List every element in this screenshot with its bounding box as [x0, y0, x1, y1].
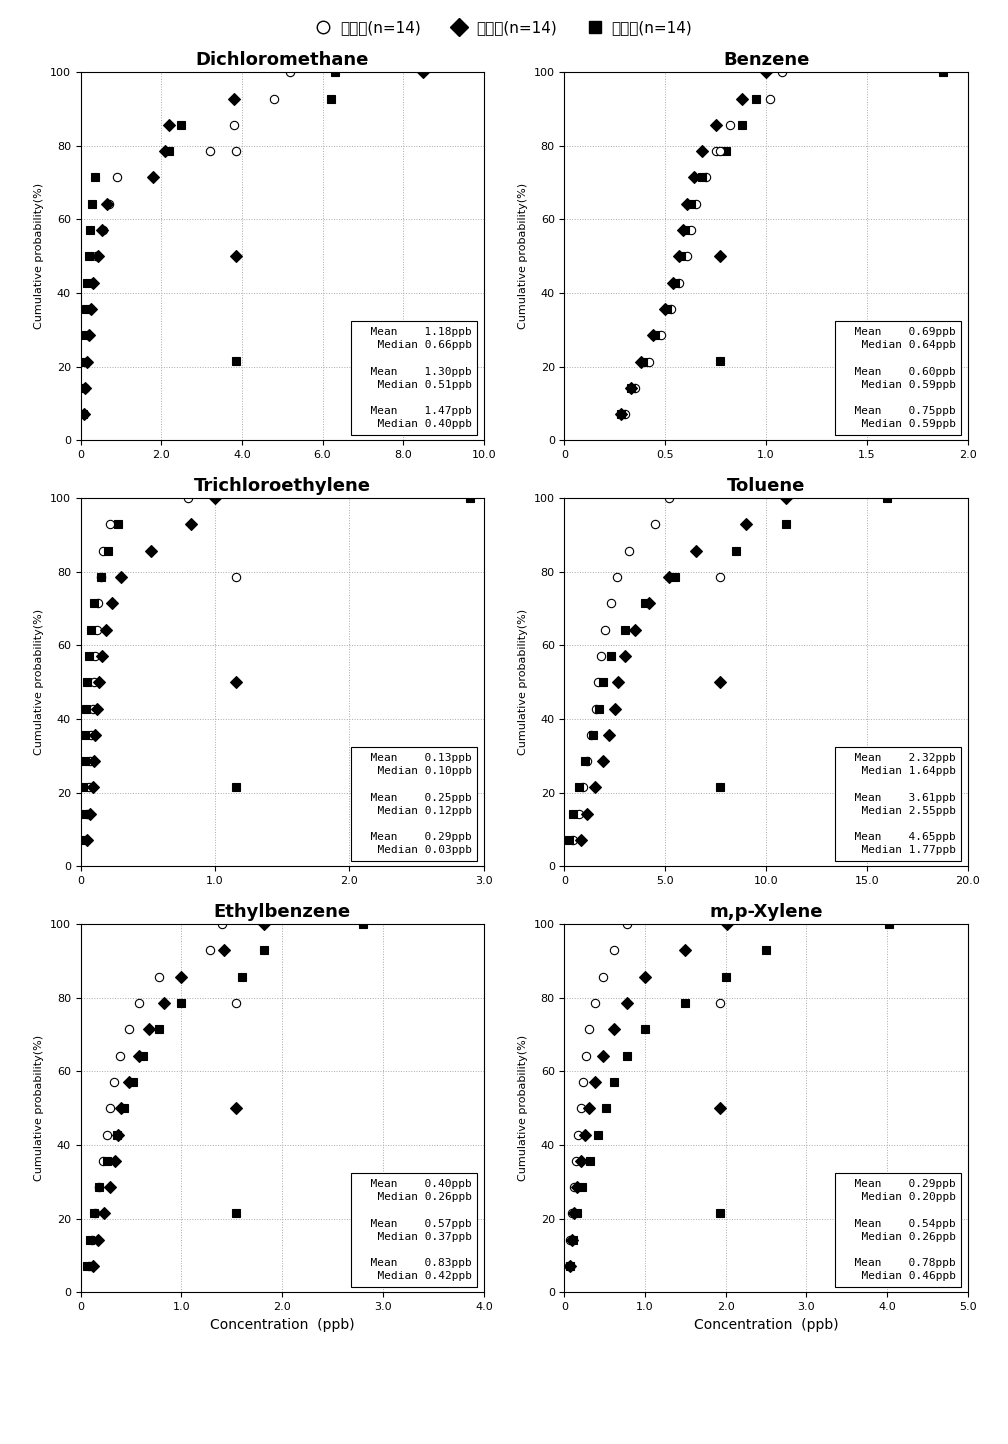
Y-axis label: Cumulative probability(%): Cumulative probability(%)	[34, 183, 44, 329]
X-axis label: Concentration  (ppb): Concentration (ppb)	[210, 1318, 355, 1331]
Title: Dichloromethane: Dichloromethane	[196, 51, 369, 69]
Title: m,p-Xylene: m,p-Xylene	[710, 902, 823, 921]
Title: Benzene: Benzene	[723, 51, 809, 69]
Text: Mean    0.13ppb
  Median 0.10ppb

  Mean    0.25ppb
  Median 0.12ppb

  Mean    : Mean 0.13ppb Median 0.10ppb Mean 0.25ppb…	[357, 752, 472, 855]
Text: Mean    0.69ppb
  Median 0.64ppb

  Mean    0.60ppb
  Median 0.59ppb

  Mean    : Mean 0.69ppb Median 0.64ppb Mean 0.60ppb…	[841, 326, 956, 429]
Legend: 서운동(n=14), 봉명동(n=14), 복대동(n=14): 서운동(n=14), 봉명동(n=14), 복대동(n=14)	[316, 20, 692, 35]
Y-axis label: Cumulative probability(%): Cumulative probability(%)	[518, 609, 528, 755]
Text: Mean    0.29ppb
  Median 0.20ppb

  Mean    0.54ppb
  Median 0.26ppb

  Mean    : Mean 0.29ppb Median 0.20ppb Mean 0.54ppb…	[841, 1178, 956, 1281]
Title: Ethylbenzene: Ethylbenzene	[214, 902, 351, 921]
Title: Toluene: Toluene	[727, 477, 805, 495]
Y-axis label: Cumulative probability(%): Cumulative probability(%)	[34, 1035, 44, 1181]
Text: Mean    2.32ppb
  Median 1.64ppb

  Mean    3.61ppb
  Median 2.55ppb

  Mean    : Mean 2.32ppb Median 1.64ppb Mean 3.61ppb…	[841, 752, 956, 855]
Y-axis label: Cumulative probability(%): Cumulative probability(%)	[518, 1035, 528, 1181]
Y-axis label: Cumulative probability(%): Cumulative probability(%)	[34, 609, 44, 755]
Text: Mean    1.18ppb
  Median 0.66ppb

  Mean    1.30ppb
  Median 0.51ppb

  Mean    : Mean 1.18ppb Median 0.66ppb Mean 1.30ppb…	[357, 326, 472, 429]
Y-axis label: Cumulative probability(%): Cumulative probability(%)	[518, 183, 528, 329]
Title: Trichloroethylene: Trichloroethylene	[194, 477, 371, 495]
X-axis label: Concentration  (ppb): Concentration (ppb)	[694, 1318, 839, 1331]
Text: Mean    0.40ppb
  Median 0.26ppb

  Mean    0.57ppb
  Median 0.37ppb

  Mean    : Mean 0.40ppb Median 0.26ppb Mean 0.57ppb…	[357, 1178, 472, 1281]
